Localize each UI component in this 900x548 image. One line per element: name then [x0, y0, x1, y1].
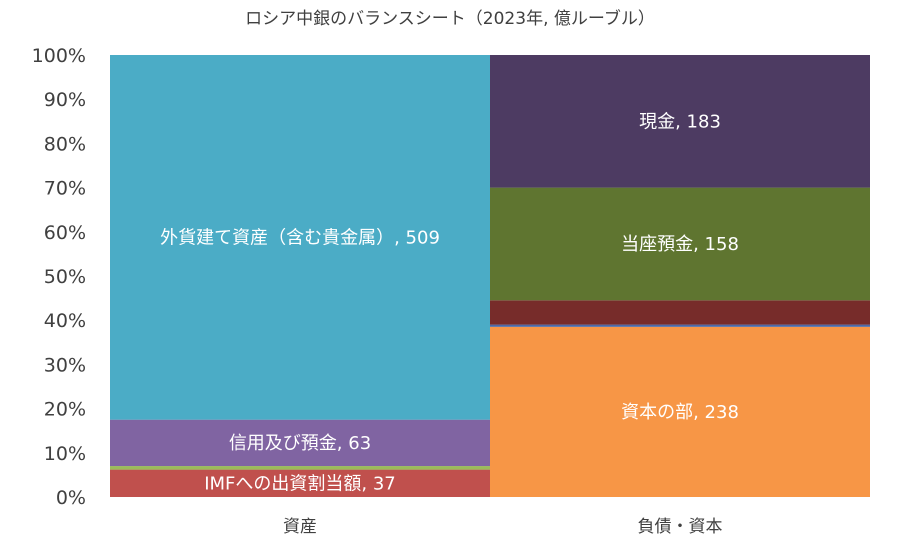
x-axis: 資産 負債・資本 [283, 517, 723, 537]
y-tick-label: 80% [44, 133, 86, 155]
bar-segment [490, 300, 870, 325]
segment-data-label: 信用及び預金, 63 [229, 433, 371, 454]
y-tick-label: 40% [44, 310, 86, 332]
bar-segment [110, 419, 490, 467]
segment-data-label: 資本の部, 238 [621, 402, 739, 423]
y-tick-label: 20% [44, 399, 86, 421]
bar-segment [490, 55, 870, 188]
chart-title: ロシア中銀のバランスシート（2023年, 億ルーブル） [245, 8, 655, 29]
segment-data-label: 外貨建て資産（含む貴金属）, 509 [160, 227, 440, 248]
bar-segment [490, 324, 870, 327]
y-tick-label: 30% [44, 354, 86, 376]
y-tick-label: 0% [56, 487, 86, 509]
segment-data-label: 当座預金, 158 [621, 234, 739, 255]
segment-data-label: 現金, 183 [639, 111, 721, 132]
bar-segment [110, 466, 490, 470]
y-tick-label: 100% [32, 45, 86, 67]
y-tick-label: 60% [44, 222, 86, 244]
y-tick-label: 90% [44, 89, 86, 111]
y-tick-label: 50% [44, 266, 86, 288]
bar-segment [110, 469, 490, 497]
y-tick-label: 70% [44, 178, 86, 200]
segment-data-label: IMFへの出資割当額, 37 [204, 473, 396, 494]
x-category-label: 資産 [283, 517, 317, 537]
y-axis: 0% 10% 20% 30% 40% 50% 60% 70% 80% 90% 100% [32, 45, 86, 509]
x-category-label: 負債・資本 [638, 517, 723, 537]
bar-segment [490, 187, 870, 301]
y-tick-label: 10% [44, 443, 86, 465]
bar-segment [110, 55, 490, 420]
bar-segment [490, 326, 870, 497]
stacked-columns: IMFへの出資割当額, 37 信用及び預金, 63 外貨建て資産（含む貴金属）, 5… [110, 55, 870, 497]
